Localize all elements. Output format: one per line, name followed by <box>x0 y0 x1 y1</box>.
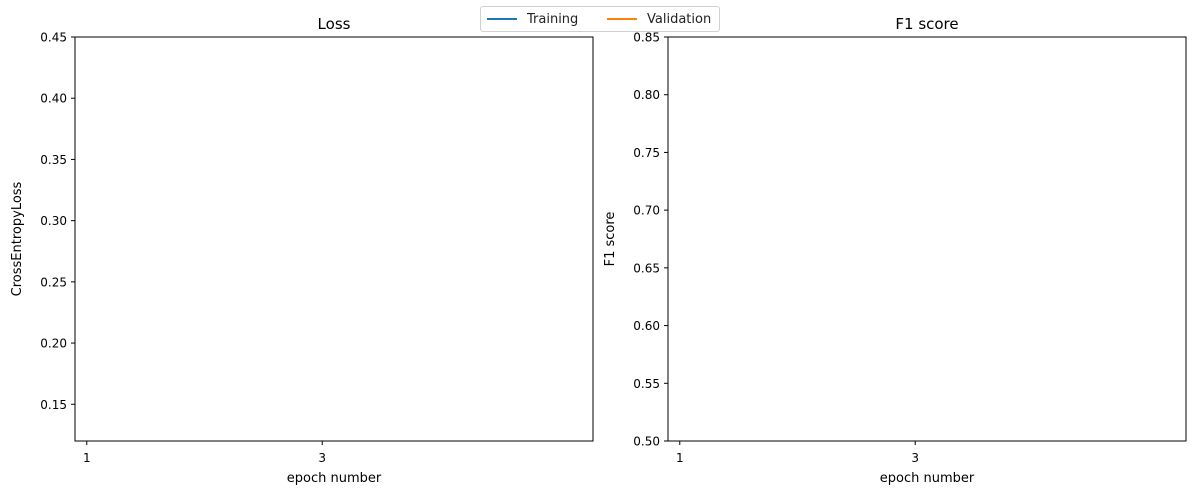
chart2-ytick-label: 0.70 <box>633 204 660 218</box>
chart1-ylabel: CrossEntropyLoss <box>10 181 25 296</box>
chart1-ytick-label: 0.20 <box>40 337 67 351</box>
chart1-axes-frame <box>74 36 594 442</box>
chart1-ytick-label: 0.25 <box>40 275 67 289</box>
chart1-title: Loss <box>318 15 351 33</box>
chart2-ytick-label: 0.55 <box>633 377 660 391</box>
chart1-xtick-label: 1 <box>83 451 91 465</box>
chart1-xlabel: epoch number <box>287 471 382 486</box>
chart1-ytick-label: 0.35 <box>40 153 67 167</box>
chart1-xtick-label: 3 <box>318 451 326 465</box>
legend: Training Validation <box>480 6 720 32</box>
chart2-ytick-label: 0.50 <box>633 435 660 449</box>
chart2-ytick-label: 0.85 <box>633 31 660 45</box>
legend-label-training: Training <box>527 11 579 27</box>
legend-line-training-icon <box>487 18 517 20</box>
chart2-ylabel: F1 score <box>603 212 618 267</box>
chart1-ytick-label: 0.15 <box>40 398 67 412</box>
chart1-ytick-label: 0.45 <box>40 31 67 45</box>
legend-label-validation: Validation <box>647 11 712 27</box>
chart2-ytick-label: 0.80 <box>633 88 660 102</box>
chart1-ytick-label: 0.30 <box>40 214 67 228</box>
chart2-ytick-label: 0.75 <box>633 146 660 160</box>
legend-entry-validation: Validation <box>607 7 711 31</box>
legend-line-validation-icon <box>607 18 637 20</box>
chart2-xtick-label: 1 <box>676 451 684 465</box>
legend-entry-training: Training <box>487 7 578 31</box>
chart2-xlabel: epoch number <box>880 471 975 486</box>
chart2-xtick-label: 3 <box>911 451 919 465</box>
chart2-axes-frame <box>667 36 1187 442</box>
chart2-title: F1 score <box>895 15 958 33</box>
chart2-ytick-label: 0.65 <box>633 261 660 275</box>
chart1-ytick-label: 0.40 <box>40 92 67 106</box>
chart2-ytick-label: 0.60 <box>633 319 660 333</box>
